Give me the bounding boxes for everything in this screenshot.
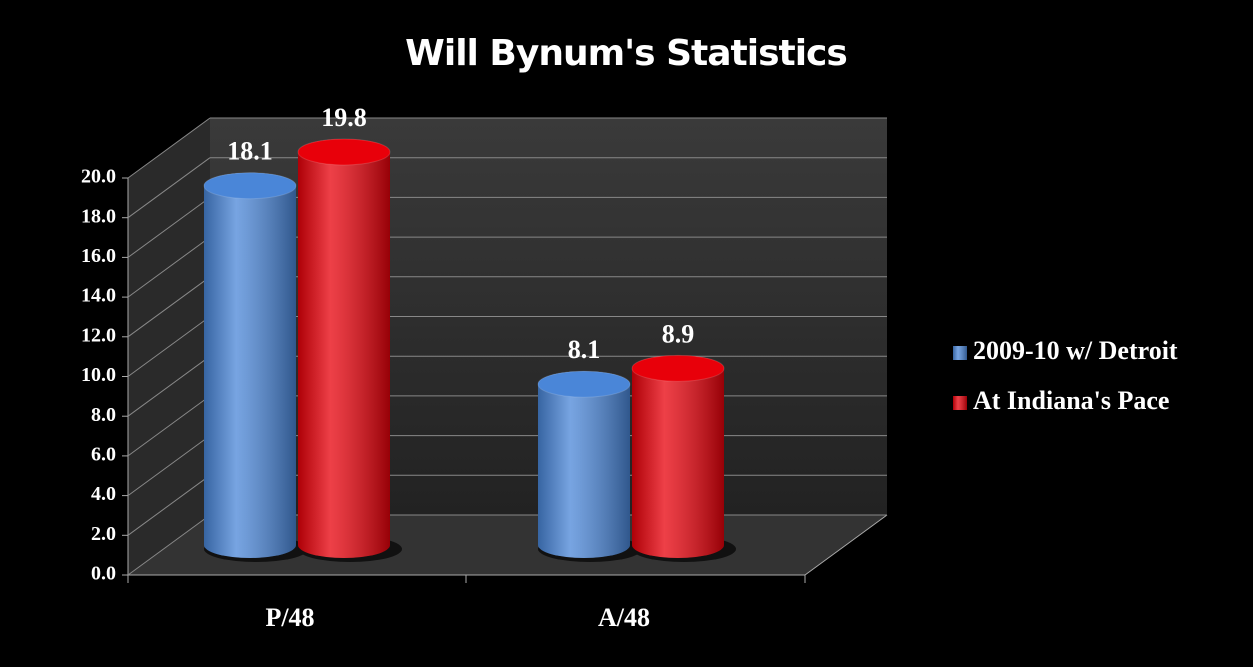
grid-line xyxy=(127,276,211,338)
y-tick-label: 6.0 xyxy=(91,443,116,465)
legend-swatch-shade xyxy=(953,396,967,410)
bar-top xyxy=(203,172,297,200)
bar-top xyxy=(297,138,391,166)
bar-shading xyxy=(538,371,630,558)
value-label: 8.9 xyxy=(662,319,695,348)
grid-line xyxy=(127,355,211,417)
floor-edge xyxy=(804,514,888,576)
y-tick-label: 18.0 xyxy=(81,205,116,227)
legend-label: 2009-10 w/ Detroit xyxy=(973,336,1178,365)
value-label: 18.1 xyxy=(227,137,273,166)
chart-title: Will Bynum's Statistics xyxy=(405,33,847,74)
value-label: 8.1 xyxy=(568,335,601,364)
grid-line xyxy=(127,316,211,377)
legend-label: At Indiana's Pace xyxy=(973,386,1169,415)
bar-top xyxy=(537,370,631,398)
value-label: 19.8 xyxy=(321,103,367,132)
legend-swatch-shade xyxy=(953,346,967,360)
y-tick-label: 16.0 xyxy=(81,245,116,267)
y-tick-label: 20.0 xyxy=(81,166,116,188)
y-tick-label: 2.0 xyxy=(91,523,116,545)
grid-line xyxy=(127,117,211,179)
y-tick-label: 14.0 xyxy=(81,285,116,307)
x-tick-label: A/48 xyxy=(598,603,650,632)
grid-line xyxy=(127,435,211,497)
grid-line xyxy=(127,236,211,298)
grid-line xyxy=(127,514,211,576)
grid-line xyxy=(127,474,211,536)
bar-shading xyxy=(632,355,724,558)
grid-line xyxy=(127,395,211,457)
bar-top xyxy=(631,354,725,382)
y-tick-label: 12.0 xyxy=(81,324,116,346)
y-tick-label: 8.0 xyxy=(91,404,116,426)
grid-line xyxy=(127,196,211,258)
y-tick-label: 10.0 xyxy=(81,364,116,386)
x-tick-label: P/48 xyxy=(265,603,314,632)
y-tick-label: 4.0 xyxy=(91,483,116,505)
bar-shading xyxy=(298,138,390,558)
y-tick-label: 0.0 xyxy=(91,563,116,585)
grid-line xyxy=(127,157,211,219)
bar-shading xyxy=(204,172,296,558)
